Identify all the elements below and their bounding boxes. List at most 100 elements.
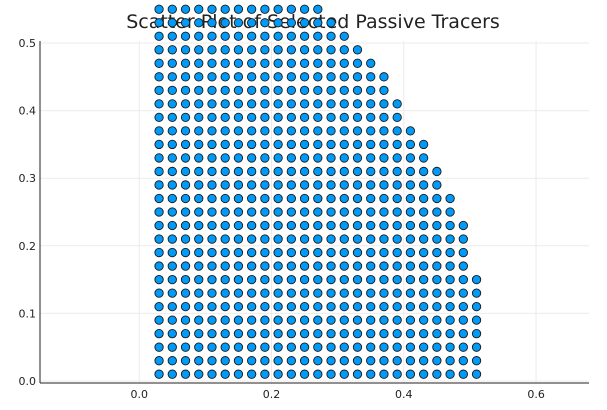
data-point xyxy=(366,139,376,150)
data-point xyxy=(220,31,230,41)
data-point xyxy=(167,58,177,68)
data-point xyxy=(260,315,270,325)
data-point xyxy=(233,139,244,150)
data-point xyxy=(352,342,363,352)
data-point xyxy=(180,45,191,55)
data-point xyxy=(247,72,257,82)
data-point xyxy=(286,369,296,379)
data-point xyxy=(220,4,230,14)
data-point xyxy=(326,274,336,285)
data-point xyxy=(194,166,204,177)
data-point xyxy=(392,166,402,177)
data-point xyxy=(445,247,455,258)
data-point xyxy=(286,329,296,339)
data-point xyxy=(286,85,296,95)
data-point xyxy=(313,261,323,271)
data-point xyxy=(405,234,416,244)
data-point xyxy=(273,274,283,285)
data-point xyxy=(286,139,296,150)
data-point xyxy=(366,274,376,285)
data-point xyxy=(366,261,376,271)
data-point xyxy=(405,207,416,217)
data-point xyxy=(313,153,323,163)
data-point xyxy=(299,369,310,379)
data-point xyxy=(352,72,363,82)
data-point xyxy=(326,58,336,68)
data-point xyxy=(379,369,389,379)
data-point xyxy=(247,139,257,150)
data-point xyxy=(418,329,429,339)
data-point xyxy=(194,356,204,366)
data-point xyxy=(220,220,230,231)
data-point xyxy=(352,247,363,258)
data-point xyxy=(154,126,164,136)
data-point xyxy=(418,166,429,177)
data-point xyxy=(326,342,336,352)
data-point xyxy=(247,126,257,136)
data-point xyxy=(194,85,204,95)
data-point xyxy=(339,112,349,123)
data-point xyxy=(379,193,389,204)
data-point xyxy=(220,85,230,95)
data-point xyxy=(432,166,442,177)
data-point xyxy=(379,85,389,95)
data-point xyxy=(445,315,455,325)
grid-lines xyxy=(40,41,589,383)
data-point xyxy=(167,166,177,177)
data-point xyxy=(220,274,230,285)
data-point xyxy=(418,301,429,312)
x-tick-label: 0.2 xyxy=(263,388,281,401)
data-point xyxy=(180,112,191,123)
data-point xyxy=(313,288,323,298)
data-point xyxy=(260,301,270,312)
y-tick-label: 0.0 xyxy=(19,375,37,388)
data-point xyxy=(273,247,283,258)
data-point xyxy=(405,356,416,366)
data-point xyxy=(233,261,244,271)
data-point xyxy=(260,261,270,271)
data-point xyxy=(194,220,204,231)
data-point xyxy=(233,315,244,325)
data-point xyxy=(366,342,376,352)
data-point xyxy=(286,301,296,312)
data-point xyxy=(180,99,191,109)
data-point xyxy=(326,45,336,55)
data-point xyxy=(418,356,429,366)
data-point xyxy=(432,342,442,352)
data-point xyxy=(207,220,217,231)
data-point xyxy=(405,342,416,352)
data-point xyxy=(154,166,164,177)
data-point xyxy=(180,18,191,28)
data-point xyxy=(432,247,442,258)
data-point xyxy=(260,4,270,14)
data-point xyxy=(207,234,217,244)
data-point xyxy=(260,18,270,28)
data-point xyxy=(154,234,164,244)
data-point xyxy=(260,180,270,190)
data-point xyxy=(299,193,310,204)
data-point xyxy=(299,166,310,177)
data-point xyxy=(154,72,164,82)
data-point xyxy=(167,315,177,325)
data-point xyxy=(392,139,402,150)
data-point xyxy=(339,153,349,163)
data-point xyxy=(233,247,244,258)
data-point xyxy=(445,207,455,217)
data-point xyxy=(326,220,336,231)
data-point xyxy=(154,31,164,41)
data-point xyxy=(339,166,349,177)
data-point xyxy=(220,329,230,339)
data-point xyxy=(154,356,164,366)
data-point xyxy=(286,356,296,366)
data-point xyxy=(273,18,283,28)
data-point xyxy=(418,234,429,244)
data-point xyxy=(273,369,283,379)
data-point xyxy=(194,18,204,28)
data-point xyxy=(260,329,270,339)
data-point xyxy=(326,18,336,28)
data-point xyxy=(326,247,336,258)
data-point xyxy=(194,72,204,82)
data-point xyxy=(299,261,310,271)
data-point xyxy=(247,329,257,339)
data-point xyxy=(339,207,349,217)
